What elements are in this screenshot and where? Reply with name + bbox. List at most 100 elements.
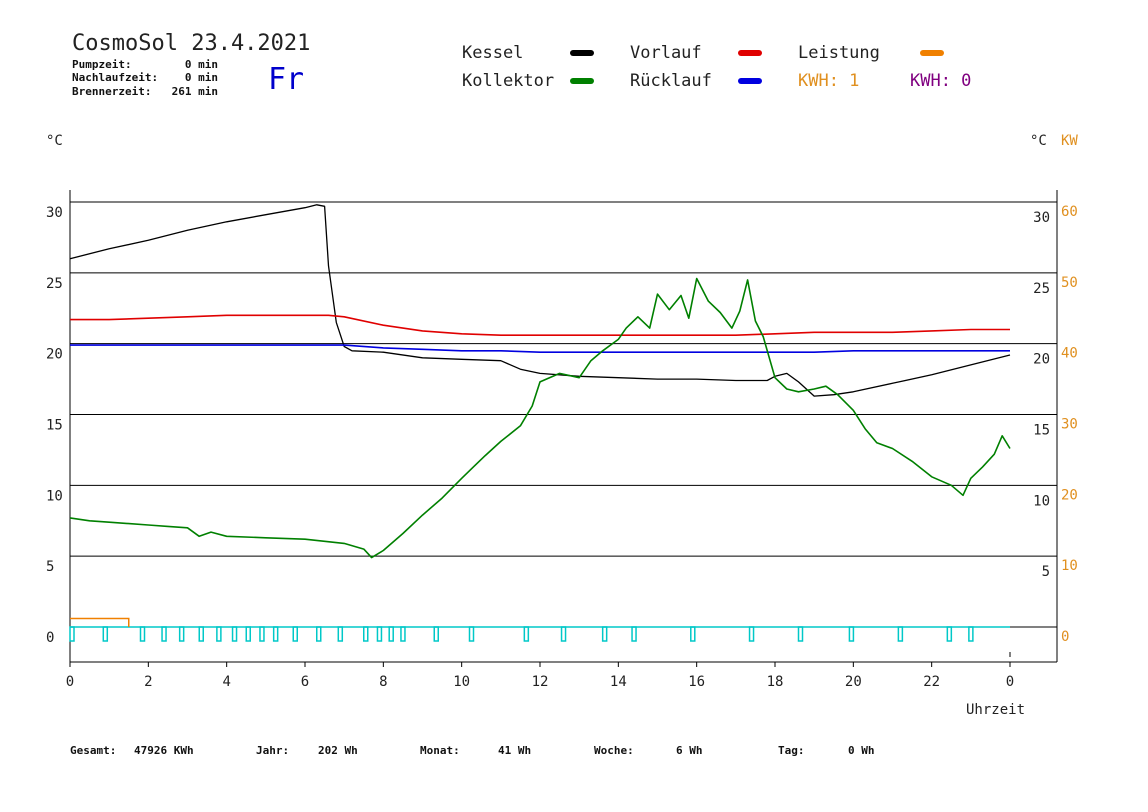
x-tick-label: 0	[66, 674, 74, 690]
left-axis-unit: °C	[46, 133, 63, 149]
pump-pulse	[363, 626, 369, 642]
x-tick-label: 20	[845, 674, 862, 690]
right-axis-unit: °C	[1030, 133, 1047, 149]
x-tick-label: 14	[610, 674, 627, 690]
pump-pulse	[400, 626, 406, 642]
x-tick-label: 8	[379, 674, 387, 690]
y-tick-left-label: 10	[46, 488, 63, 504]
series-ruecklauf-line	[70, 344, 1010, 354]
pump-pulse	[178, 626, 185, 642]
pump-pulse	[316, 626, 322, 642]
footer-woche-value: 6 Wh	[676, 744, 703, 757]
x-tick-label: 22	[923, 674, 940, 690]
x-tick-label: 4	[222, 674, 230, 690]
grid-lines	[70, 201, 1057, 628]
series-kessel-line	[69, 204, 1011, 397]
y-ticks-left: 0 5 10 15 20 25 30	[46, 205, 63, 646]
pump-pulse	[376, 626, 383, 642]
legend-leistung-label: Leistung	[798, 43, 880, 63]
nachlaufzeit-label: Nachlaufzeit:	[72, 71, 158, 84]
x-tick-label: 12	[532, 674, 549, 690]
pump-pulse	[797, 626, 804, 642]
y-tick-left-label: 15	[46, 418, 63, 434]
pump-pulse	[259, 626, 265, 642]
right-axis-unit-kw: KW	[1061, 133, 1078, 149]
y-tick-left-label: 25	[46, 276, 63, 292]
pumpzeit-value: 0 min	[185, 58, 218, 71]
y-tick-right-label: 30	[1033, 210, 1050, 226]
pump-pulse	[272, 626, 279, 642]
pump-pulse	[560, 626, 567, 642]
kwh-1-label: KWH: 1	[798, 71, 859, 91]
pump-pulse	[388, 626, 394, 642]
pump-pulse	[523, 626, 530, 642]
x-ticks: 0 2 4 6 8 10 12 14 16 18 20 22 0	[66, 652, 1014, 690]
pump-pulse	[161, 626, 167, 642]
pump-pulses	[69, 626, 1010, 642]
x-tick-label: 18	[767, 674, 784, 690]
pump-pulse	[848, 626, 855, 642]
footer-jahr-label: Jahr:	[256, 744, 289, 757]
x-axis-label: Uhrzeit	[966, 702, 1025, 718]
chart-title: CosmoSol 23.4.2021	[72, 31, 310, 56]
pump-pulse	[748, 626, 755, 642]
footer-tag-label: Tag:	[778, 744, 805, 757]
pump-pulse	[216, 626, 222, 642]
y-tick-kw-label: 30	[1061, 417, 1078, 433]
footer-gesamt-value: 47926 KWh	[134, 744, 194, 757]
pump-pulse	[433, 626, 439, 642]
series-lines	[69, 204, 1011, 627]
pump-pulse	[631, 626, 637, 642]
y-tick-right-label: 20	[1033, 352, 1050, 368]
y-tick-left-label: 30	[46, 205, 63, 221]
y-ticks-kw: 0 10 20 30 40 50 60	[1061, 204, 1078, 645]
pump-pulse	[968, 626, 974, 642]
pump-pulse	[292, 626, 298, 642]
x-tick-label: 10	[453, 674, 470, 690]
y-tick-kw-label: 40	[1061, 346, 1078, 362]
x-tick-label: 2	[144, 674, 152, 690]
pumpzeit-label: Pumpzeit:	[72, 58, 132, 71]
y-tick-kw-label: 20	[1061, 487, 1078, 503]
pump-pulse	[690, 626, 696, 642]
y-tick-right-label: 15	[1033, 423, 1050, 439]
legend-kessel-label: Kessel	[462, 43, 523, 63]
series-vorlauf-line	[70, 314, 1010, 337]
y-tick-kw-label: 0	[1061, 629, 1069, 645]
series-leistung-line	[70, 617, 130, 627]
pump-pulse	[897, 626, 904, 642]
series-kollektor-line	[69, 277, 1011, 559]
pump-pulse	[245, 626, 251, 642]
footer-monat-value: 41 Wh	[498, 744, 531, 757]
y-tick-right-label: 25	[1033, 281, 1050, 297]
x-tick-label: 0	[1006, 674, 1014, 690]
y-tick-kw-label: 50	[1061, 275, 1078, 291]
footer-gesamt-label: Gesamt:	[70, 744, 116, 757]
pump-pulse	[601, 626, 608, 642]
legend-ruecklauf-label: Rücklauf	[630, 71, 712, 91]
pump-pulse	[946, 626, 953, 642]
brennerzeit-label: Brennerzeit:	[72, 85, 151, 98]
footer-monat-label: Monat:	[420, 744, 460, 757]
x-tick-label: 6	[301, 674, 309, 690]
footer-tag-value: 0 Wh	[848, 744, 875, 757]
footer-jahr-value: 202 Wh	[318, 744, 358, 757]
y-tick-left-label: 20	[46, 347, 63, 363]
y-tick-kw-label: 10	[1061, 558, 1078, 574]
x-tick-label: 16	[688, 674, 705, 690]
pump-pulse	[468, 626, 475, 642]
brennerzeit-value: 261 min	[172, 85, 218, 98]
pump-pulse	[69, 626, 75, 642]
pump-pulse	[337, 626, 344, 642]
pump-pulse	[139, 626, 146, 642]
y-tick-right-label: 10	[1033, 493, 1050, 509]
footer-woche-label: Woche:	[594, 744, 634, 757]
y-ticks-right: 5 10 15 20 25 30	[1033, 210, 1050, 580]
y-tick-right-label: 5	[1042, 564, 1050, 580]
pump-pulse	[102, 626, 109, 642]
nachlaufzeit-value: 0 min	[185, 71, 218, 84]
weekday-label: Fr	[268, 62, 304, 97]
y-tick-left-label: 0	[46, 630, 54, 646]
pump-pulse	[198, 626, 204, 642]
